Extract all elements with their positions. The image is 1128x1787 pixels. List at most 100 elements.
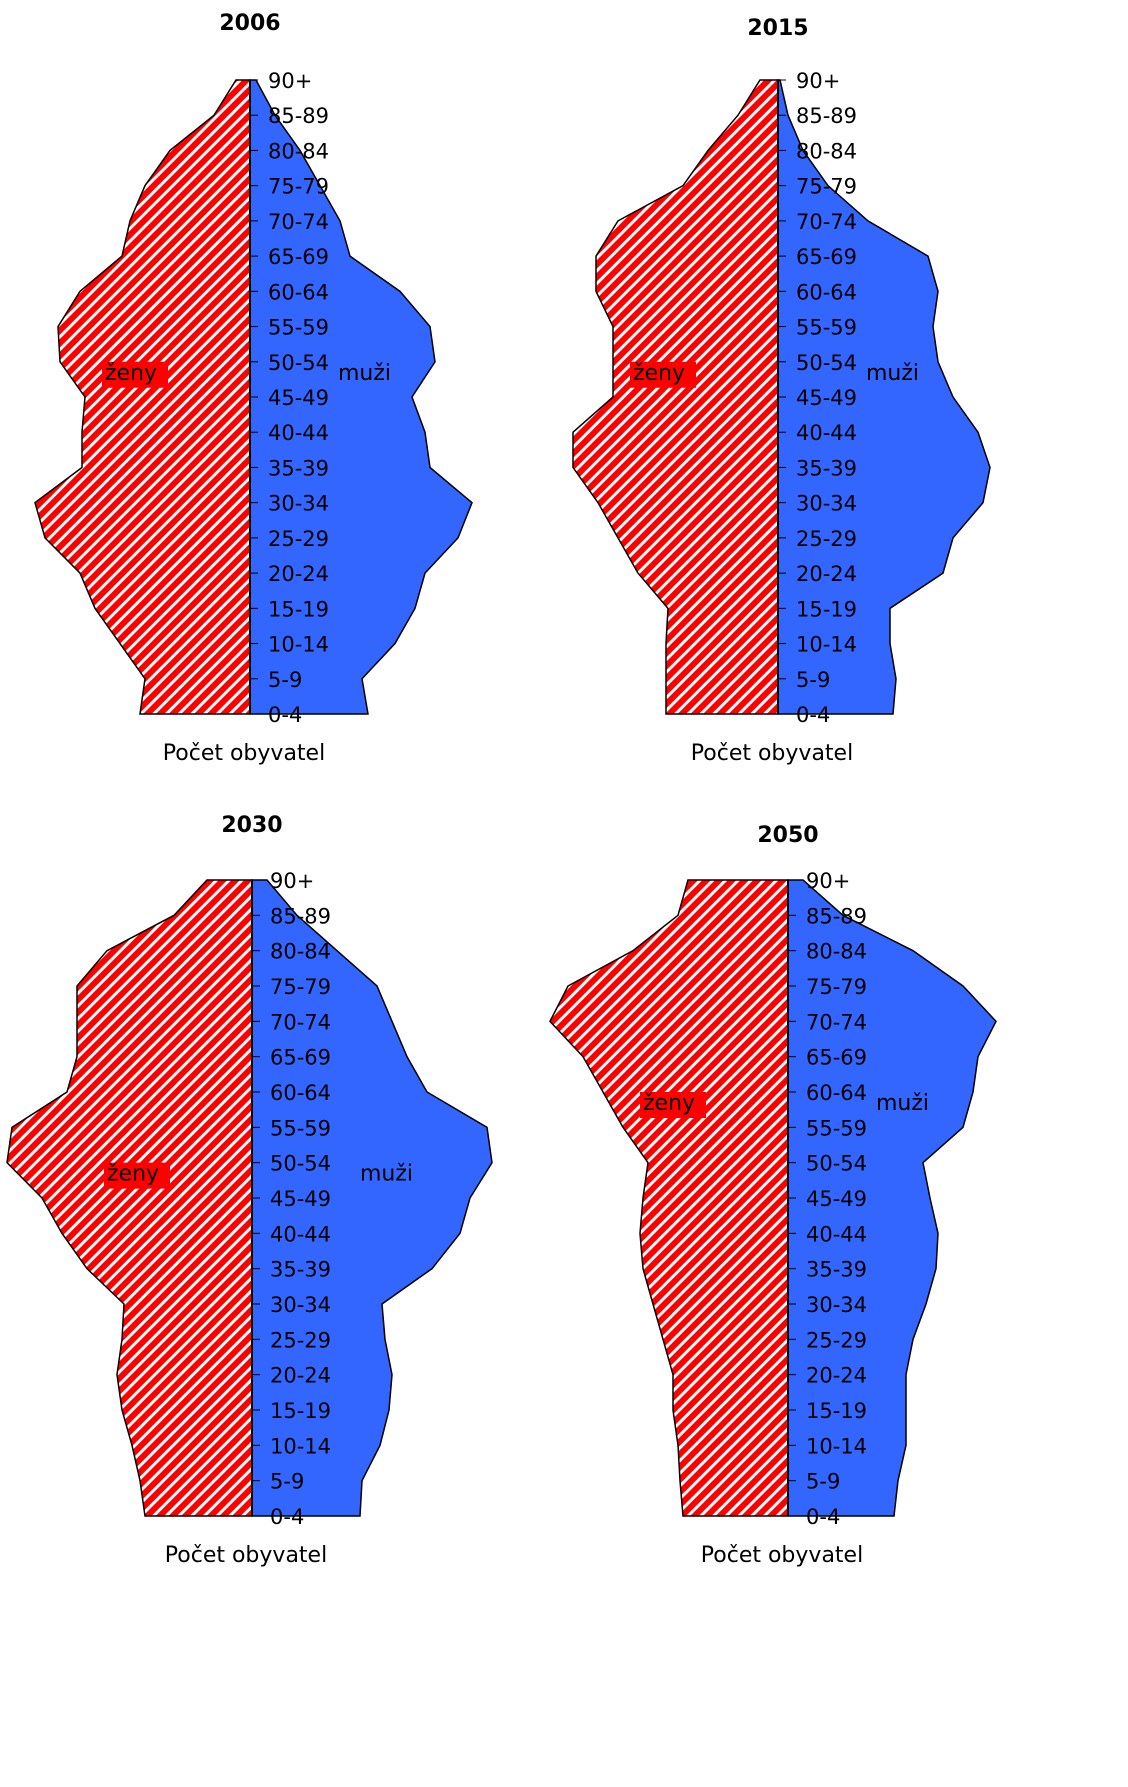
age-tick-label: 10-14 (270, 1434, 331, 1458)
age-tick-label: 0-4 (270, 1505, 304, 1529)
age-tick-label: 35-39 (270, 1258, 331, 1282)
age-tick-label: 65-69 (268, 245, 329, 269)
pyramid-2006: 0-4 5-9 10-14 15-19 20-24 25-29 30-34 35-39 40-4… (34, 11, 473, 766)
age-tick-label: 55-59 (806, 1116, 867, 1140)
x-axis-label: Počet obyvatel (163, 741, 325, 766)
age-tick-label: 10-14 (796, 633, 857, 657)
age-tick-label: 15-19 (806, 1399, 867, 1423)
female-area (572, 79, 779, 715)
pyramid-2050: 0-4 5-9 10-14 15-19 20-24 25-29 30-34 35-39 40-4… (549, 823, 997, 1568)
age-tick-label: 90+ (270, 869, 314, 893)
age-tick-label: 5-9 (806, 1470, 840, 1494)
age-tick-label: 85-89 (796, 104, 857, 128)
age-tick-label: 60-64 (268, 280, 329, 304)
female-label: ženy (643, 1091, 695, 1116)
age-tick-label: 45-49 (270, 1187, 331, 1211)
female-label: ženy (633, 361, 685, 386)
age-tick-label: 45-49 (806, 1187, 867, 1211)
age-tick-label: 40-44 (796, 421, 857, 445)
age-tick-label: 0-4 (796, 703, 830, 727)
female-area (6, 879, 253, 1517)
age-tick-label: 75-79 (796, 175, 857, 199)
age-tick-label: 80-84 (268, 139, 329, 163)
age-tick-label: 50-54 (268, 351, 329, 375)
age-tick-label: 15-19 (796, 597, 857, 621)
pyramid-2015: 0-4 5-9 10-14 15-19 20-24 25-29 30-34 35-39 40-4… (572, 16, 991, 766)
age-tick-label: 45-49 (268, 386, 329, 410)
age-tick-label: 80-84 (270, 940, 331, 964)
age-tick-label: 5-9 (268, 668, 302, 692)
age-tick-label: 50-54 (796, 351, 857, 375)
age-tick-label: 50-54 (806, 1152, 867, 1176)
chart-title: 2015 (747, 16, 808, 41)
age-tick-label: 65-69 (796, 245, 857, 269)
age-tick-label: 0-4 (806, 1505, 840, 1529)
age-tick-label: 20-24 (806, 1364, 867, 1388)
age-tick-label: 80-84 (806, 940, 867, 964)
female-label-bg (102, 361, 168, 388)
age-tick-label: 20-24 (268, 562, 329, 586)
age-tick-label: 60-64 (270, 1081, 331, 1105)
age-tick-label: 55-59 (270, 1116, 331, 1140)
x-axis-label: Počet obyvatel (691, 741, 853, 766)
age-tick-label: 40-44 (268, 421, 329, 445)
age-tick-label: 70-74 (270, 1010, 331, 1034)
age-tick-label: 85-89 (270, 904, 331, 928)
chart-title: 2050 (757, 823, 818, 848)
chart-title: 2030 (221, 813, 282, 838)
male-area (777, 79, 991, 715)
age-tick-label: 40-44 (270, 1222, 331, 1246)
age-tick-label: 65-69 (270, 1046, 331, 1070)
age-tick-label: 35-39 (796, 456, 857, 480)
age-tick-label: 90+ (268, 69, 312, 93)
age-tick-label: 25-29 (268, 527, 329, 551)
age-tick-label: 15-19 (268, 597, 329, 621)
age-tick-label: 30-34 (268, 492, 329, 516)
age-tick-label: 70-74 (796, 210, 857, 234)
age-tick-label: 55-59 (796, 316, 857, 340)
age-tick-label: 35-39 (806, 1258, 867, 1282)
age-tick-label: 75-79 (268, 175, 329, 199)
pyramid-2030: 0-4 5-9 10-14 15-19 20-24 25-29 30-34 35-39 40-4… (6, 813, 493, 1568)
female-label-bg (104, 1162, 170, 1189)
male-label: muži (338, 361, 391, 386)
male-area (251, 879, 493, 1517)
age-tick-label: 35-39 (268, 456, 329, 480)
age-tick-label: 85-89 (806, 904, 867, 928)
age-tick-label: 20-24 (270, 1364, 331, 1388)
age-tick-label: 30-34 (796, 492, 857, 516)
age-tick-label: 0-4 (268, 703, 302, 727)
age-tick-label: 60-64 (796, 280, 857, 304)
age-tick-label: 70-74 (806, 1010, 867, 1034)
age-tick-label: 30-34 (806, 1293, 867, 1317)
age-tick-label: 90+ (806, 869, 850, 893)
age-tick-label: 75-79 (270, 975, 331, 999)
age-tick-label: 85-89 (268, 104, 329, 128)
chart-title: 2006 (219, 11, 280, 36)
female-label: ženy (107, 1162, 159, 1187)
age-tick-label: 50-54 (270, 1152, 331, 1176)
age-tick-label: 60-64 (806, 1081, 867, 1105)
age-tick-label: 25-29 (796, 527, 857, 551)
male-label: muži (360, 1162, 413, 1187)
male-label: muži (876, 1091, 929, 1116)
age-tick-label: 10-14 (806, 1434, 867, 1458)
age-tick-label: 25-29 (806, 1328, 867, 1352)
male-area (787, 879, 997, 1517)
male-area (249, 79, 473, 715)
x-axis-label: Počet obyvatel (165, 1543, 327, 1568)
female-area (549, 879, 789, 1517)
age-tick-label: 80-84 (796, 139, 857, 163)
female-label-bg (630, 361, 696, 388)
age-tick-label: 70-74 (268, 210, 329, 234)
age-tick-label: 20-24 (796, 562, 857, 586)
female-label: ženy (105, 361, 157, 386)
age-tick-label: 25-29 (270, 1328, 331, 1352)
age-tick-label: 40-44 (806, 1222, 867, 1246)
age-tick-label: 45-49 (796, 386, 857, 410)
female-label-bg (640, 1092, 706, 1118)
age-tick-label: 30-34 (270, 1293, 331, 1317)
age-tick-label: 75-79 (806, 975, 867, 999)
age-tick-label: 5-9 (270, 1470, 304, 1494)
